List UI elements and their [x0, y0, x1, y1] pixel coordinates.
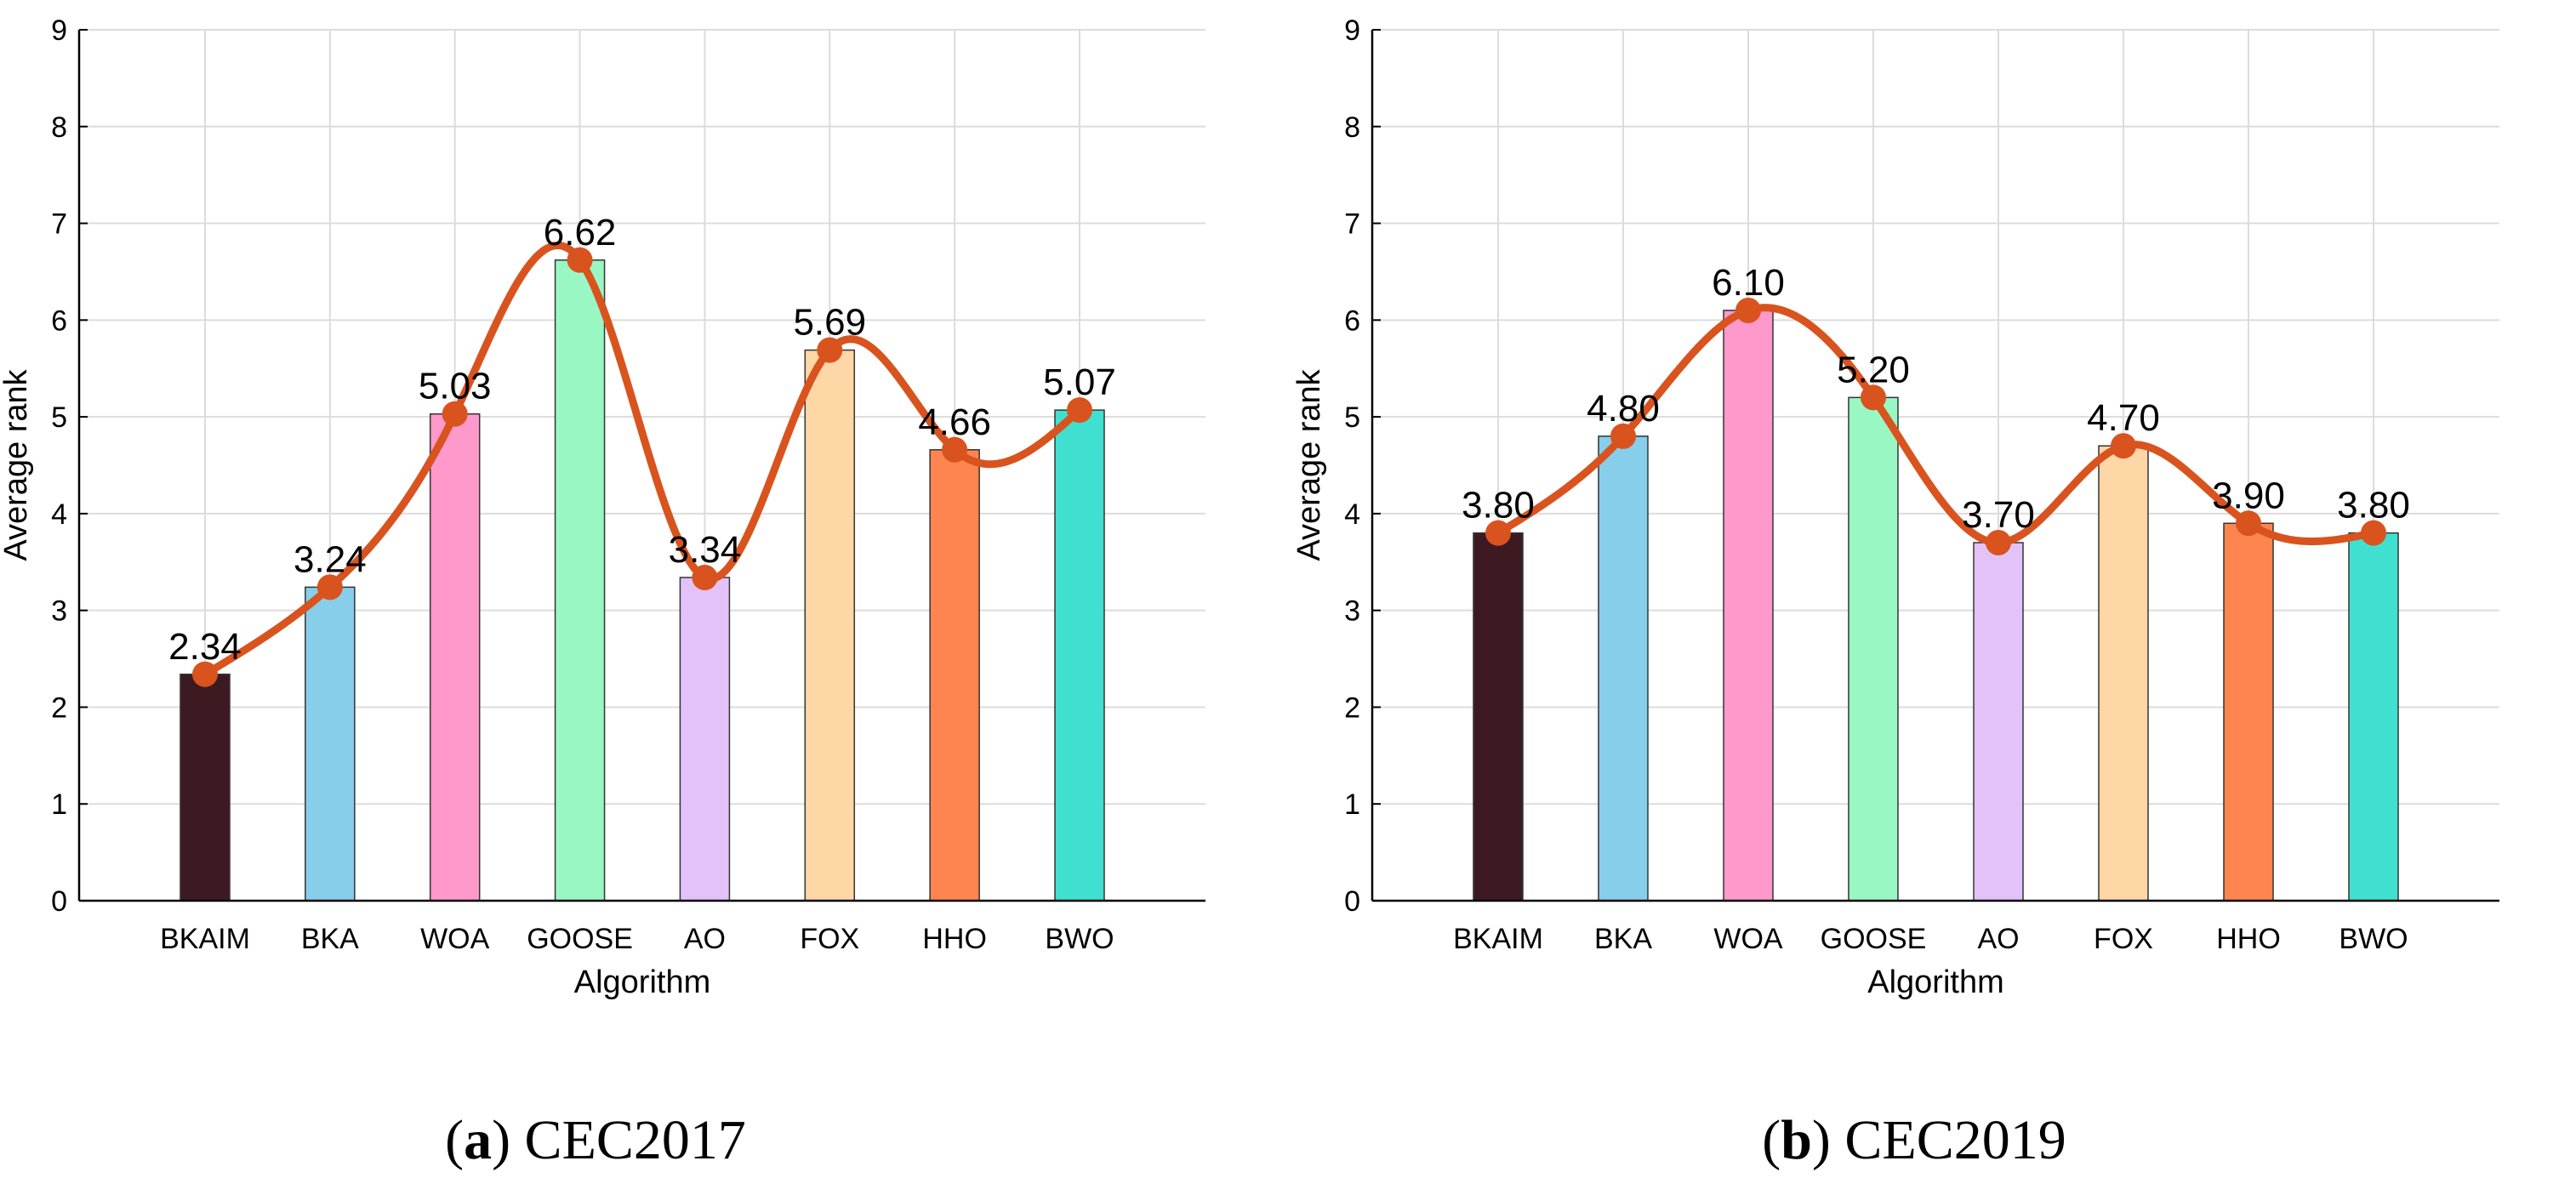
a-ytick-label: 5 [51, 401, 67, 434]
a-marker-hho [942, 436, 968, 463]
a-ytick-label: 3 [51, 595, 67, 628]
a-xtick-label: BWO [1045, 923, 1114, 955]
a-ylabel: Average rank [0, 368, 34, 561]
b-xtick-label: FOX [2094, 923, 2153, 955]
a-ytick-label: 0 [51, 885, 67, 918]
chart-cec2017: 0 1 2 3 4 5 6 7 8 9 BKAIM BKA WOA GOOSE AO FOX HHO BWO Alg… [0, 14, 1205, 1000]
a-xtick-label: BKAIM [160, 923, 250, 955]
a-value-label: 4.66 [918, 401, 991, 443]
b-marker-woa [1735, 297, 1761, 323]
a-bar-hho [929, 449, 980, 902]
b-ytick-label: 3 [1344, 595, 1360, 628]
a-ytick-label: 1 [51, 788, 67, 821]
a-marker-goose [567, 247, 593, 273]
b-ytick-label: 7 [1344, 208, 1360, 241]
b-ytick-label: 8 [1344, 111, 1360, 144]
a-xlabel: Algorithm [574, 965, 711, 1000]
a-ytick-label: 2 [51, 691, 67, 724]
a-bar-woa [429, 413, 481, 902]
b-ytick-label: 2 [1344, 691, 1360, 724]
b-xtick-label: BKA [1594, 923, 1652, 955]
a-bar-goose [554, 259, 606, 902]
b-trend-line [1494, 304, 2378, 547]
a-bar-fox [804, 349, 856, 902]
a-ytick-label: 6 [51, 304, 67, 337]
b-marker-bwo [2361, 520, 2386, 546]
a-ytick-label: 7 [51, 208, 67, 241]
chart-cec2019: 0 1 2 3 4 5 6 7 8 9 BKAIM BKA WOA GOOSE AO FOX HHO BWO Alg… [1291, 14, 2499, 1000]
a-marker-fox [817, 337, 843, 363]
b-marker-bkaim [1485, 520, 1511, 546]
b-marker-hho [2236, 510, 2261, 537]
a-trend-line [201, 241, 1084, 679]
a-bar-bwo [1054, 409, 1105, 902]
b-bar-ao [1973, 542, 2024, 902]
b-ytick-label: 1 [1344, 788, 1360, 821]
b-ytick-label: 5 [1344, 401, 1360, 434]
a-value-label: 6.62 [544, 212, 617, 253]
b-bar-hho [2223, 522, 2274, 902]
b-bar-bkaim [1473, 532, 1524, 902]
b-value-label: 6.10 [1712, 262, 1785, 304]
a-xtick-label: GOOSE [527, 923, 633, 955]
b-bar-fox [2098, 445, 2149, 902]
a-ytick-label: 8 [51, 111, 67, 144]
b-ytick-label: 4 [1344, 498, 1360, 531]
a-marker-ao [692, 564, 718, 590]
a-value-label: 5.03 [419, 366, 492, 407]
caption-a: (a) CEC2017 [445, 1109, 746, 1171]
a-value-label: 5.69 [793, 302, 866, 344]
b-marker-ao [1986, 530, 2011, 556]
a-value-label: 3.24 [294, 538, 367, 580]
a-xtick-label: BKA [301, 923, 359, 955]
a-bar-bka [305, 586, 356, 902]
a-marker-woa [442, 401, 468, 427]
b-value-label: 4.80 [1587, 388, 1660, 430]
b-xtick-label: AO [1977, 923, 2019, 955]
a-marker-bkaim [192, 661, 218, 687]
a-ytick-label: 9 [51, 14, 67, 47]
b-ytick-label: 0 [1344, 885, 1360, 918]
b-ytick-label: 9 [1344, 14, 1360, 47]
b-bar-woa [1723, 310, 1774, 902]
a-xtick-label: WOA [420, 923, 490, 955]
a-xtick-label: AO [684, 923, 726, 955]
b-xtick-label: BWO [2339, 923, 2408, 955]
b-marker-fox [2111, 433, 2136, 459]
a-bar-ao [679, 577, 731, 902]
b-xtick-label: BKAIM [1453, 923, 1543, 955]
b-xtick-label: WOA [1713, 923, 1783, 955]
b-value-label: 3.90 [2212, 475, 2285, 516]
b-marker-bka [1610, 423, 1636, 449]
a-xtick-label: FOX [800, 923, 859, 955]
b-bar-bka [1598, 435, 1649, 902]
b-bar-goose [1848, 396, 1899, 902]
b-marker-goose [1861, 384, 1886, 411]
b-value-label: 4.70 [2087, 397, 2160, 439]
a-value-label: 2.34 [168, 626, 242, 668]
a-bar-bkaim [180, 674, 231, 902]
a-xtick-label: HHO [922, 923, 987, 955]
a-marker-bwo [1067, 397, 1092, 424]
caption-b: (b) CEC2019 [1762, 1109, 2066, 1171]
a-value-label: 3.34 [669, 529, 742, 571]
b-value-label: 5.20 [1837, 349, 1910, 390]
b-value-label: 3.70 [1962, 494, 2035, 536]
b-xlabel: Algorithm [1867, 965, 2004, 1000]
b-ytick-label: 6 [1344, 304, 1360, 337]
a-ytick-label: 4 [51, 498, 67, 531]
b-xtick-label: HHO [2216, 923, 2281, 955]
b-bar-bwo [2348, 532, 2399, 902]
b-ylabel: Average rank [1291, 368, 1327, 561]
b-value-label: 3.80 [2337, 485, 2410, 526]
a-marker-bka [316, 574, 343, 600]
b-value-label: 3.80 [1462, 485, 1535, 526]
b-xtick-label: GOOSE [1821, 923, 1927, 955]
a-value-label: 5.07 [1043, 361, 1116, 403]
